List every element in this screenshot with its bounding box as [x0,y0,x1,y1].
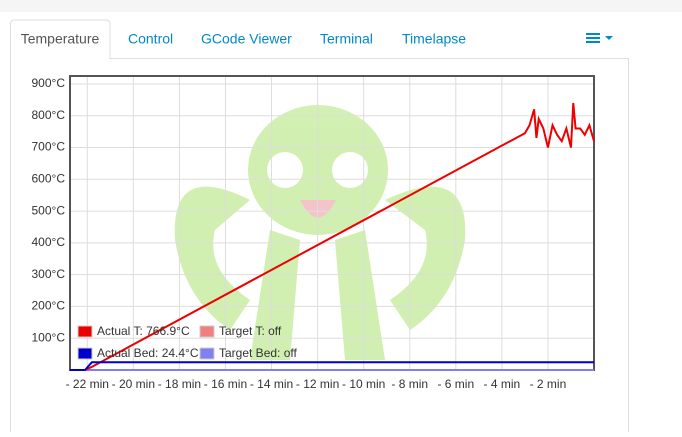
tab[interactable]: GCode Viewer [201,31,292,47]
legend-swatch [77,325,93,338]
series-line [70,361,594,371]
y-tick-label: 800°C [32,108,66,122]
y-tick-label: 900°C [32,76,66,90]
x-tick-label: - 6 min [437,377,474,391]
x-tick-label: - 14 min [250,377,293,391]
x-tick-label: - 12 min [296,377,339,391]
x-tick-label: - 8 min [391,377,428,391]
legend-label: Target T: off [219,324,282,338]
tab[interactable]: Control [128,31,173,47]
tab[interactable]: Temperature [21,31,100,47]
x-tick-label: - 22 min [66,377,109,391]
x-tick-label: - 10 min [342,377,385,391]
y-tick-label: 100°C [32,330,66,344]
x-tick-label: - 2 min [530,377,567,391]
x-tick-label: - 16 min [204,377,247,391]
x-tick-label: - 20 min [112,377,155,391]
series-line [70,102,595,371]
top-bar [0,0,682,12]
x-tick-label: - 4 min [484,377,521,391]
y-tick-label: 500°C [32,203,66,217]
y-tick-label: 200°C [32,299,66,313]
legend-label: Target Bed: off [219,346,297,360]
tab[interactable]: Timelapse [402,31,466,47]
menu-icon[interactable] [586,33,613,43]
y-tick-label: 700°C [32,140,66,154]
legend-swatch [199,347,215,360]
tab[interactable]: Terminal [320,31,373,47]
active-tab[interactable] [10,19,111,59]
y-tick-label: 600°C [32,171,66,185]
legend-label: Actual Bed: 24.4°C [97,346,199,360]
legend-swatch [199,325,215,338]
watermark [174,105,466,360]
legend-swatch [77,347,93,360]
legend-label: Actual T: 766.9°C [97,324,190,338]
y-tick-label: 300°C [32,267,66,281]
y-tick-label: 400°C [32,235,66,249]
x-tick-label: - 18 min [158,377,201,391]
